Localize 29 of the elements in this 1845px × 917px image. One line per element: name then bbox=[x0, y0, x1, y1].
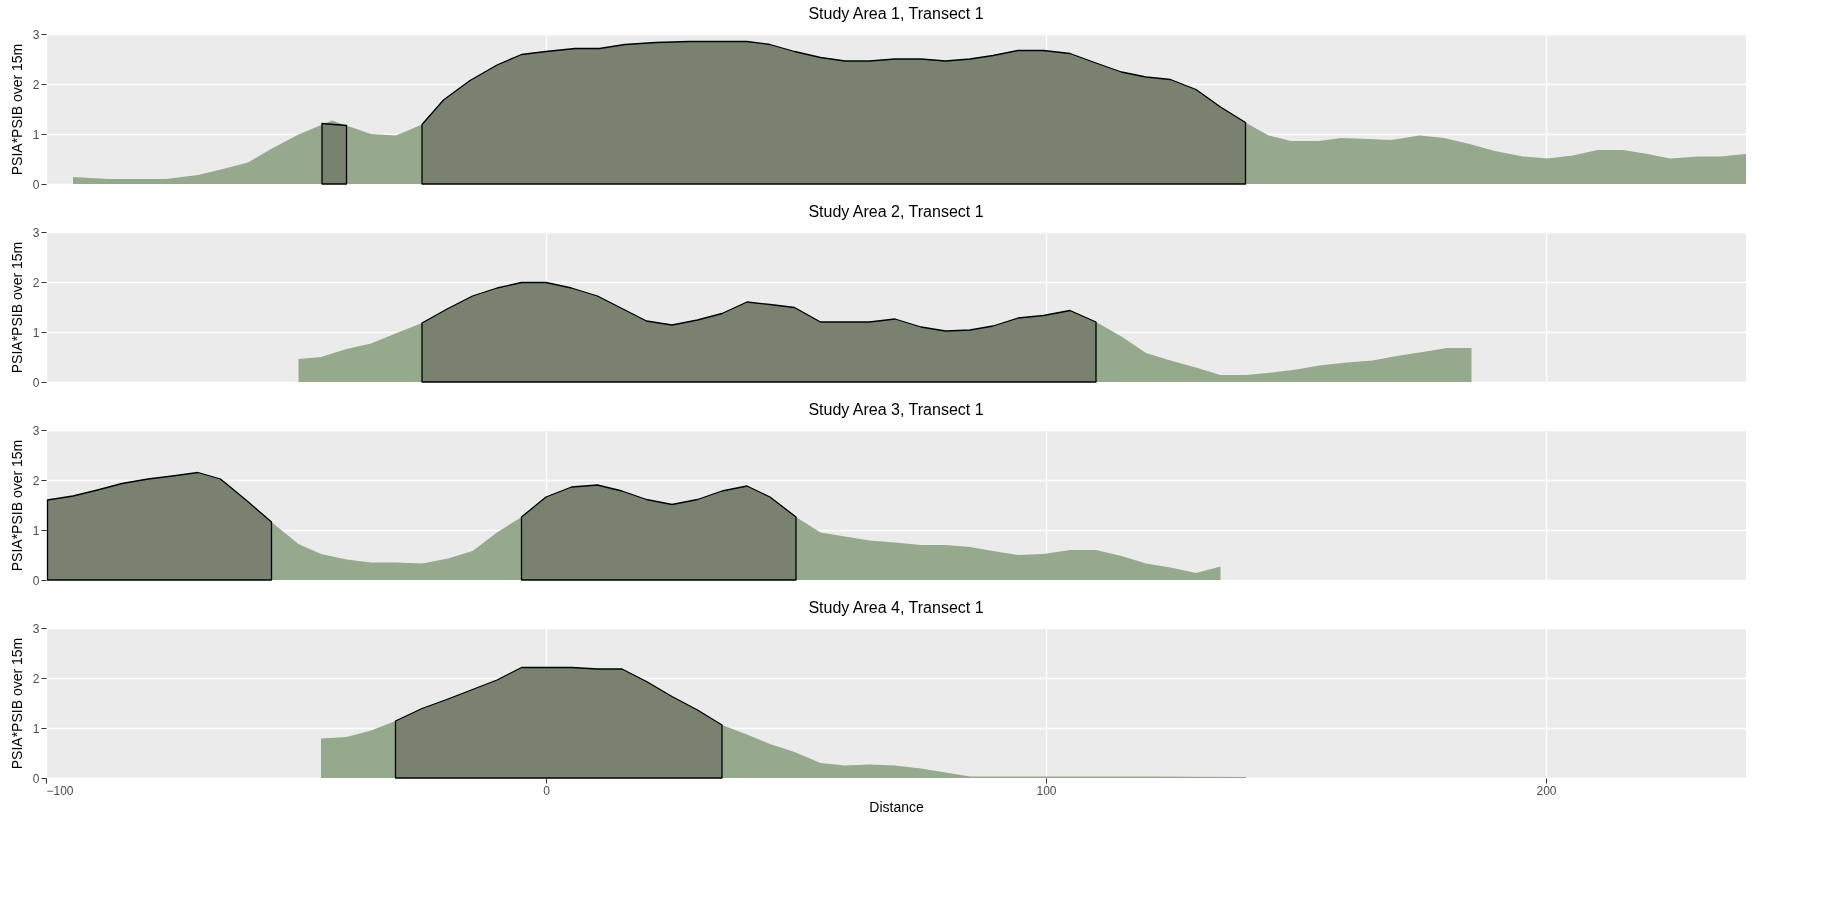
y-tick-label: 0 bbox=[32, 771, 40, 786]
y-tick-label: 0 bbox=[32, 375, 40, 390]
y-tick-label: 2 bbox=[32, 275, 40, 290]
y-axis-title: PSIA*PSIB over 15m bbox=[8, 637, 25, 770]
x-tick-label: 0 bbox=[543, 783, 551, 798]
y-tick-label: 3 bbox=[32, 621, 40, 636]
chart-title: Study Area 2, Transect 1 bbox=[808, 203, 984, 220]
y-tick-label: 1 bbox=[32, 721, 40, 736]
chart-title: Study Area 4, Transect 1 bbox=[808, 599, 984, 616]
y-tick-label: 3 bbox=[32, 225, 40, 240]
y-tick-label: 1 bbox=[32, 127, 40, 142]
x-tick-label: 200 bbox=[1536, 783, 1557, 798]
y-tick-label: 2 bbox=[32, 77, 40, 92]
x-axis-title: Distance bbox=[869, 798, 924, 815]
y-tick-label: 2 bbox=[32, 671, 40, 686]
y-tick-label: 1 bbox=[32, 523, 40, 538]
chart-title: Study Area 1, Transect 1 bbox=[808, 5, 984, 22]
y-axis-title: PSIA*PSIB over 15m bbox=[8, 43, 25, 176]
y-axis-title: PSIA*PSIB over 15m bbox=[8, 241, 25, 374]
y-tick-label: 3 bbox=[32, 27, 40, 42]
y-tick-label: 0 bbox=[32, 573, 40, 588]
y-tick-label: 0 bbox=[32, 177, 40, 192]
y-tick-label: 2 bbox=[32, 473, 40, 488]
y-tick-label: 3 bbox=[32, 423, 40, 438]
y-axis-title: PSIA*PSIB over 15m bbox=[8, 439, 25, 572]
chart-title: Study Area 3, Transect 1 bbox=[808, 401, 984, 418]
x-tick-label: 100 bbox=[1036, 783, 1057, 798]
x-tick-label: −100 bbox=[46, 783, 74, 798]
y-tick-label: 1 bbox=[32, 325, 40, 340]
